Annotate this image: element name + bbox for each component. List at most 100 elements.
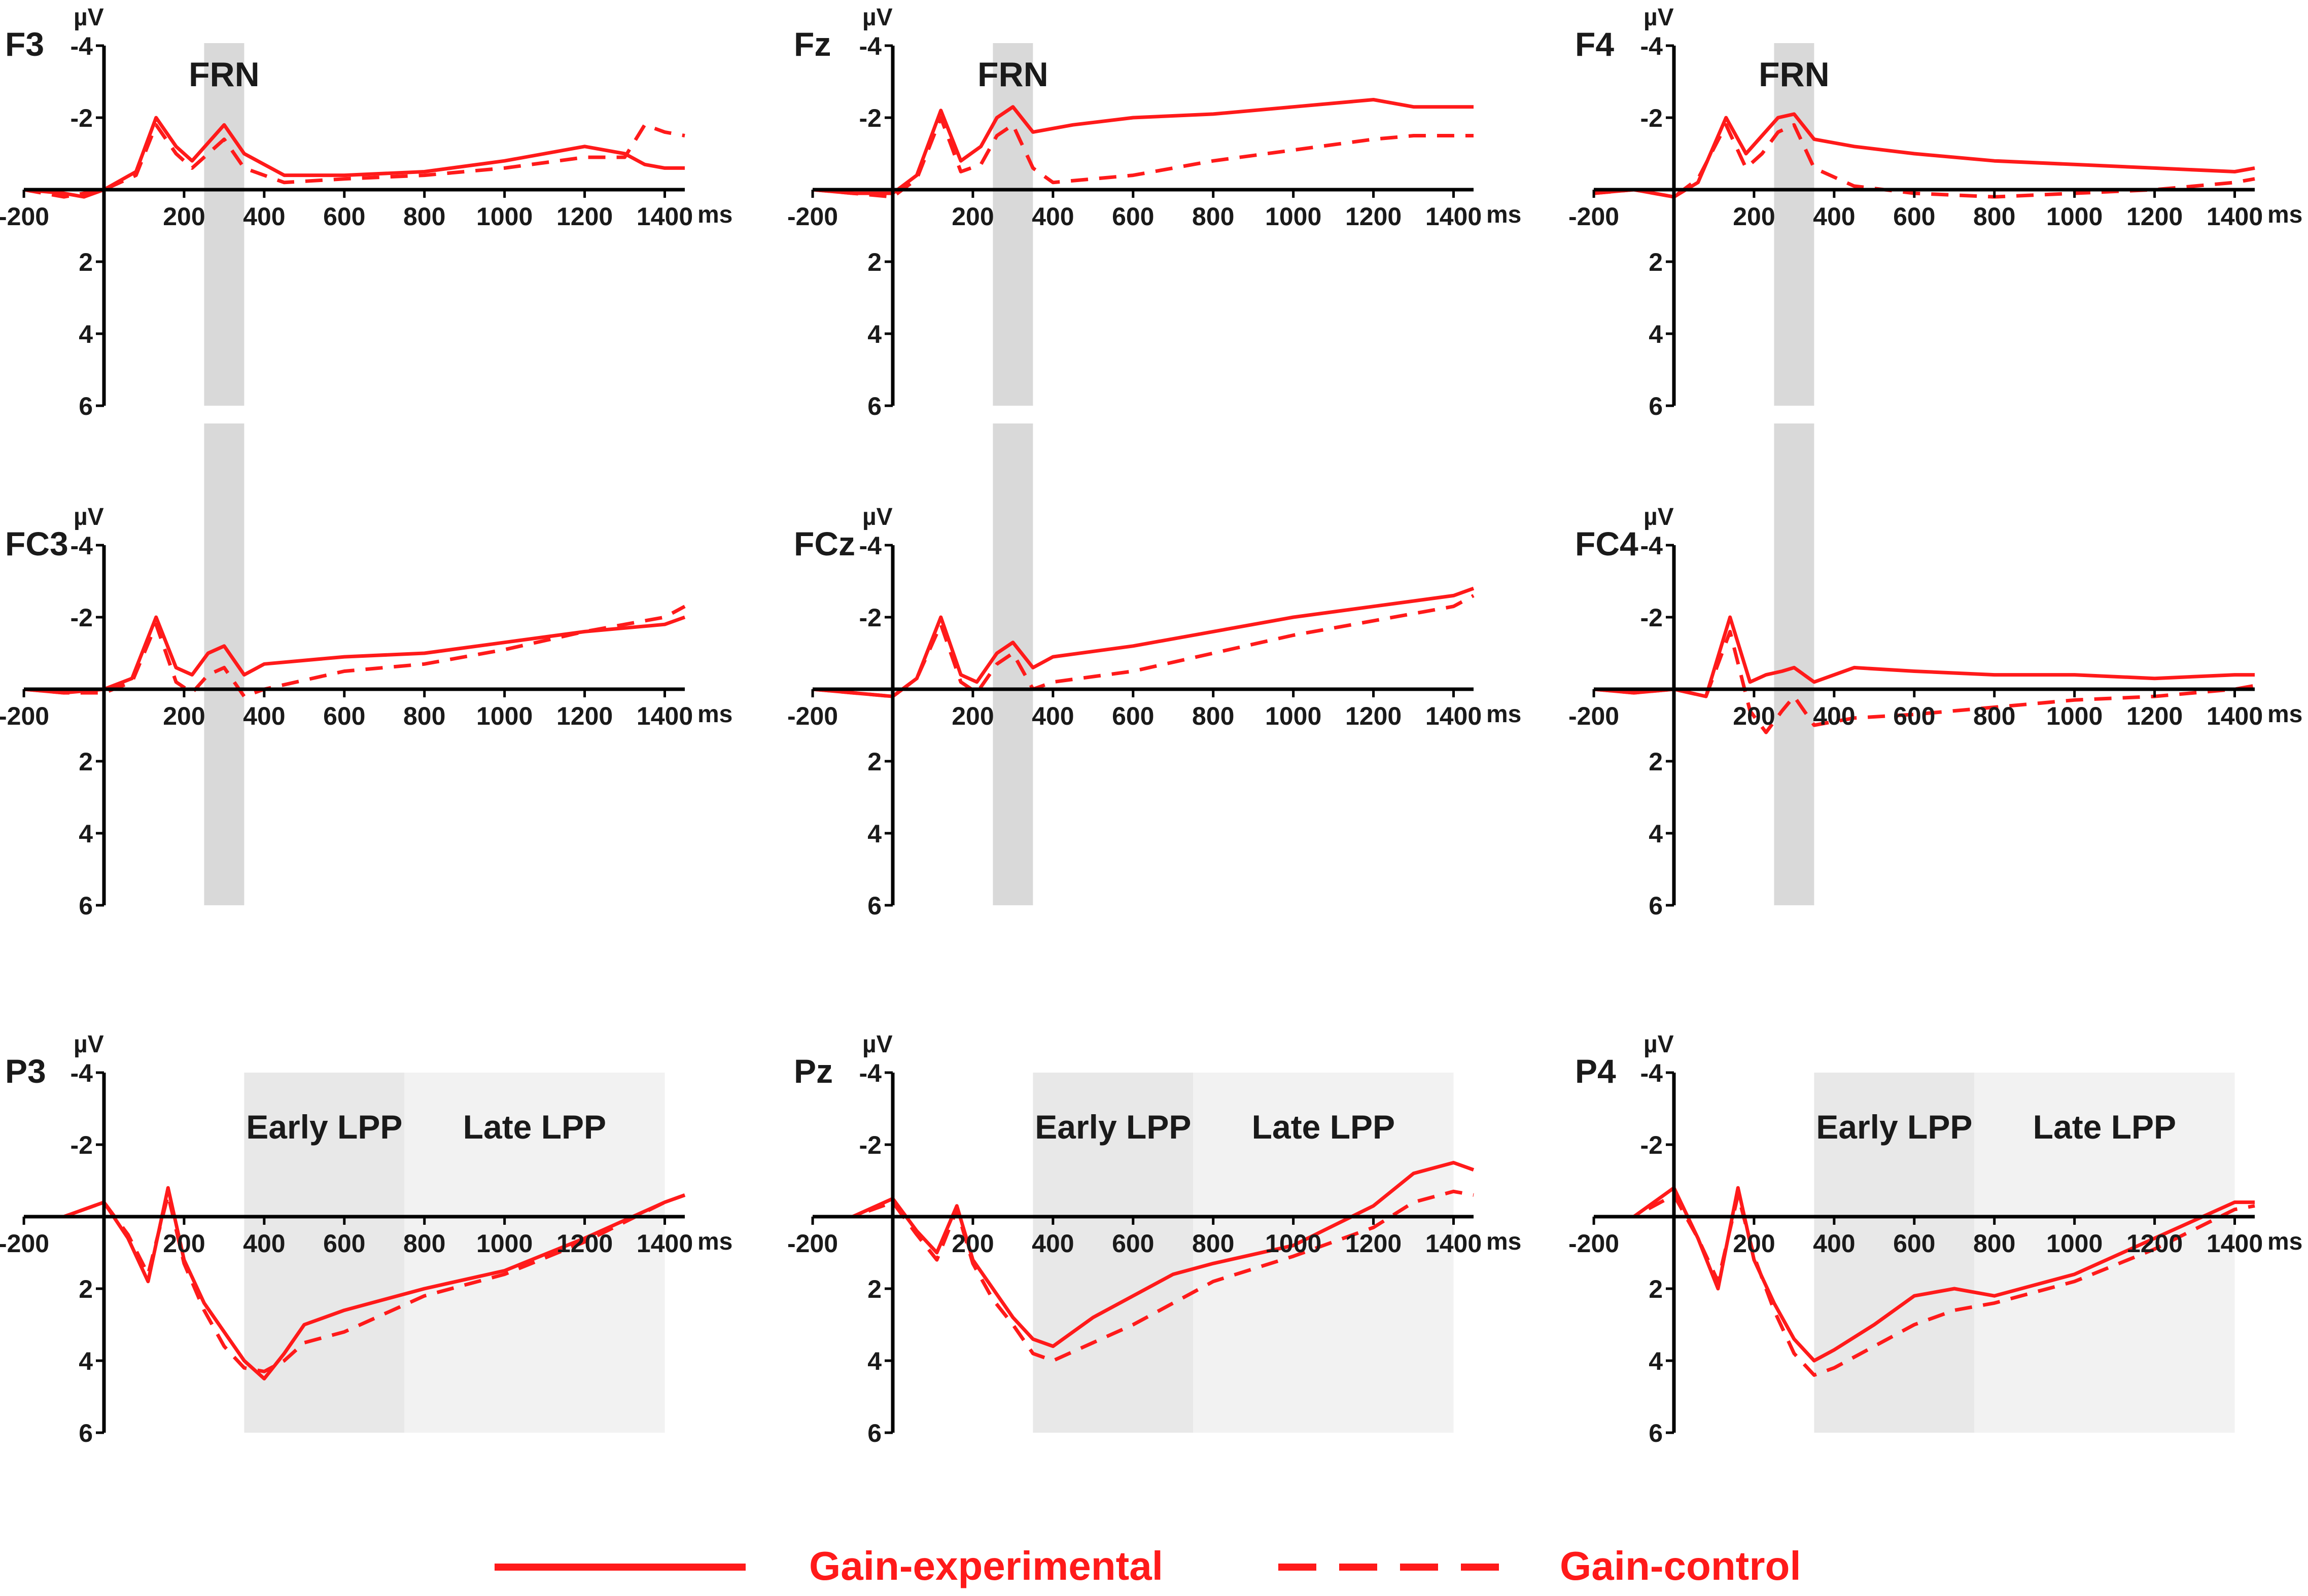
x-tick-label: 600 [1893,1229,1935,1258]
panel-fc3: -200 200 400 600 800 1000 1200 1400 ms -4 -2 2 4 6 µVF… [0,423,732,920]
x-tick-label: 200 [952,1229,994,1258]
trace-gain-experimental-fc3 [23,615,686,695]
x-tick-label: -200 [1568,202,1619,231]
x-tick-label: 1000 [1265,202,1321,231]
x-tick-label: 800 [403,202,445,231]
y-tick-label: -2 [1640,104,1663,132]
window-label-late-lpp: Late LPP [2033,1108,2176,1146]
window-late-lpp-pz [1193,1073,1454,1433]
x-tick-label: 200 [1733,1229,1775,1258]
x-tick-label: -200 [787,202,838,231]
legend: Gain-experimental Gain-control [495,1543,1801,1588]
y-tick-label: -2 [859,604,882,632]
x-tick-label: 1200 [2126,202,2183,231]
x-tick-label: 800 [1192,702,1234,730]
trace-gain-control-fc3 [23,605,686,698]
y-tick-label: 4 [1649,320,1663,348]
channel-label-p3: P3 [5,1052,46,1090]
y-unit-label: µV [862,1031,893,1058]
x-tick-label: 1000 [476,702,533,730]
x-tick-label: 800 [403,1229,445,1258]
y-unit-label: µV [74,4,104,31]
x-unit-label: ms [1486,1228,1521,1255]
y-tick-label: 2 [867,748,882,776]
trace-gain-control-fc4 [1593,629,2255,734]
panel-f3: FRN -200 200 400 600 800 1000 1200 1400 ms -4 -2 2 4 6… [0,4,732,420]
y-tick-label: -4 [71,1059,93,1087]
x-tick-label: 400 [1813,702,1855,730]
channel-label-fcz: FCz [794,525,855,562]
x-tick-label: -200 [0,702,49,730]
x-tick-label: 1000 [2046,702,2103,730]
trace-gain-experimental-f3 [23,116,685,199]
y-unit-label: µV [1643,504,1674,530]
trace-gain-control-fz [812,116,1474,199]
channel-label-pz: Pz [794,1052,833,1090]
x-tick-label: 400 [1813,1229,1855,1258]
window-frn-f4 [1774,43,1814,406]
y-tick-label: -2 [71,104,93,132]
trace-gain-experimental-fcz [812,586,1475,698]
x-unit-label: ms [1486,201,1521,228]
x-tick-label: 1000 [2046,202,2103,231]
window-late-lpp-p3 [404,1073,665,1433]
legend-label-control: Gain-control [1560,1543,1801,1588]
x-tick-label: 800 [1973,202,2015,231]
y-tick-label: -4 [859,531,882,560]
y-tick-label: -2 [1640,604,1663,632]
y-tick-label: 6 [1649,892,1663,920]
y-tick-label: 4 [79,320,93,348]
x-tick-label: 1200 [2126,1229,2183,1258]
window-label-late-lpp: Late LPP [463,1108,606,1146]
x-unit-label: ms [697,1228,732,1255]
y-unit-label: µV [74,1031,104,1058]
x-tick-label: 1400 [1425,202,1482,231]
x-tick-label: 400 [243,702,285,730]
x-tick-label: 200 [163,1229,205,1258]
y-tick-label: 4 [1649,1347,1663,1375]
window-label-frn: FRN [1759,55,1830,94]
x-tick-label: 600 [323,1229,365,1258]
y-tick-label: -4 [859,32,882,60]
trace-gain-control-pz [813,1189,1474,1363]
x-tick-label: 400 [1032,1229,1074,1258]
x-tick-label: 600 [1112,1229,1154,1258]
x-unit-label: ms [2267,701,2302,728]
x-tick-label: 1400 [2207,1229,2263,1258]
x-tick-label: 400 [1032,702,1074,730]
x-tick-label: 1200 [1345,202,1402,231]
y-tick-label: -4 [71,32,93,60]
y-tick-label: 6 [1649,1419,1663,1447]
x-tick-label: 1200 [556,202,613,231]
x-tick-label: 800 [1973,702,2015,730]
x-tick-label: 400 [1032,202,1074,231]
window-label-early-lpp: Early LPP [246,1108,402,1146]
x-tick-label: 200 [1733,702,1775,730]
window-early-lpp-p4 [1814,1073,1975,1433]
y-tick-label: 2 [79,248,93,276]
trace-gain-experimental-fc4 [1593,615,2255,698]
x-unit-label: ms [1486,701,1521,728]
x-tick-label: -200 [787,702,838,730]
x-tick-label: 1400 [637,1229,693,1258]
trace-gain-control-f3 [23,123,685,199]
trace-gain-experimental-pz [813,1161,1475,1349]
y-tick-label: 6 [867,1419,882,1447]
window-frn-fz [993,43,1033,406]
x-tick-label: 600 [323,202,365,231]
y-unit-label: µV [1643,4,1674,31]
x-unit-label: ms [2267,201,2302,228]
y-tick-label: 4 [867,320,882,348]
y-tick-label: 2 [1649,748,1663,776]
x-tick-label: -200 [0,202,49,231]
x-tick-label: 600 [1112,702,1154,730]
x-tick-label: 400 [1813,202,1855,231]
panel-pz: Early LPP Late LPP -200 200 400 600 800 1000 120… [787,1031,1521,1447]
x-tick-label: 1000 [1265,702,1321,730]
y-tick-label: 4 [867,1347,882,1375]
x-tick-label: 800 [1192,202,1234,231]
x-tick-label: 200 [952,702,994,730]
trace-gain-control-p4 [1594,1193,2255,1377]
y-unit-label: µV [862,504,893,530]
